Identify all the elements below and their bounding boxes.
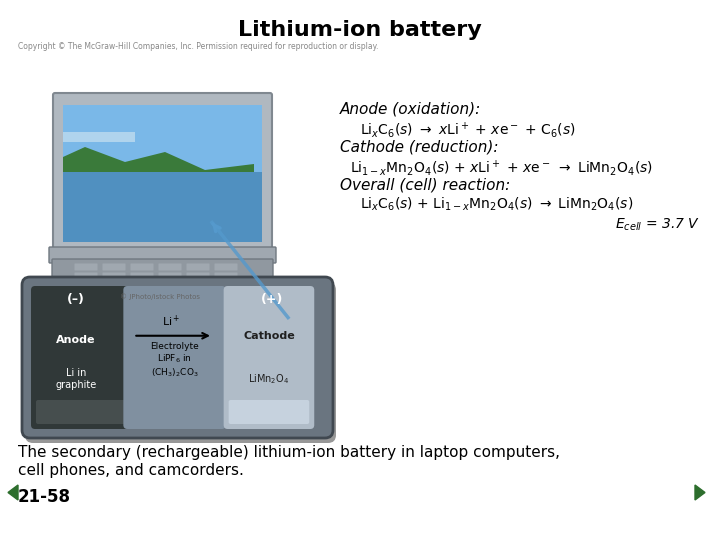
FancyBboxPatch shape — [74, 273, 97, 280]
Polygon shape — [8, 485, 18, 500]
FancyBboxPatch shape — [158, 273, 181, 280]
FancyBboxPatch shape — [102, 264, 125, 271]
FancyBboxPatch shape — [63, 105, 262, 172]
Text: LiMn$_2$O$_4$: LiMn$_2$O$_4$ — [248, 373, 289, 386]
FancyBboxPatch shape — [130, 264, 153, 271]
FancyBboxPatch shape — [158, 264, 181, 271]
FancyBboxPatch shape — [130, 281, 153, 288]
Text: Lithium-ion battery: Lithium-ion battery — [238, 20, 482, 40]
Text: Li$_x$C$_6$($s$) $\rightarrow$ $x$Li$^+$ + $x$e$^-$ + C$_6$($s$): Li$_x$C$_6$($s$) $\rightarrow$ $x$Li$^+$… — [360, 120, 576, 140]
FancyBboxPatch shape — [49, 247, 276, 263]
FancyBboxPatch shape — [36, 400, 125, 424]
Text: Electrolyte
LiPF$_6$ in
(CH$_3$)$_2$CO$_3$: Electrolyte LiPF$_6$ in (CH$_3$)$_2$CO$_… — [150, 342, 199, 379]
FancyBboxPatch shape — [186, 264, 210, 271]
FancyBboxPatch shape — [224, 286, 314, 429]
FancyBboxPatch shape — [44, 289, 281, 301]
FancyBboxPatch shape — [53, 93, 272, 252]
FancyBboxPatch shape — [130, 273, 153, 280]
Text: Li$_{1-x}$Mn$_2$O$_4$($s$) + $x$Li$^+$ + $x$e$^-$ $\rightarrow$ LiMn$_2$O$_4$($s: Li$_{1-x}$Mn$_2$O$_4$($s$) + $x$Li$^+$ +… — [350, 158, 653, 178]
Polygon shape — [63, 132, 135, 142]
FancyBboxPatch shape — [52, 259, 273, 293]
Text: 21-58: 21-58 — [18, 488, 71, 506]
Text: (+): (+) — [261, 293, 283, 306]
FancyBboxPatch shape — [215, 273, 238, 280]
FancyBboxPatch shape — [63, 105, 262, 242]
Text: Cathode: Cathode — [243, 330, 294, 341]
Text: Li$^+$: Li$^+$ — [162, 314, 181, 329]
FancyBboxPatch shape — [123, 286, 226, 429]
FancyBboxPatch shape — [31, 286, 130, 429]
Text: Li in
graphite: Li in graphite — [55, 368, 96, 390]
FancyBboxPatch shape — [186, 273, 210, 280]
Text: $E_{cell}$ = 3.7 V: $E_{cell}$ = 3.7 V — [615, 217, 700, 233]
Text: Anode: Anode — [56, 335, 96, 345]
Text: (–): (–) — [67, 293, 85, 306]
Text: Copyright © The McGraw-Hill Companies, Inc. Permission required for reproduction: Copyright © The McGraw-Hill Companies, I… — [18, 42, 379, 51]
FancyBboxPatch shape — [229, 400, 310, 424]
Text: © JPhoto/istock Photos: © JPhoto/istock Photos — [120, 293, 200, 300]
FancyBboxPatch shape — [186, 281, 210, 288]
FancyBboxPatch shape — [215, 281, 238, 288]
FancyBboxPatch shape — [74, 281, 97, 288]
FancyBboxPatch shape — [74, 264, 97, 271]
Text: Li$_x$C$_6$($s$) + Li$_{1-x}$Mn$_2$O$_4$($s$) $\rightarrow$ LiMn$_2$O$_4$($s$): Li$_x$C$_6$($s$) + Li$_{1-x}$Mn$_2$O$_4$… — [360, 196, 634, 213]
FancyBboxPatch shape — [215, 264, 238, 271]
FancyBboxPatch shape — [25, 282, 336, 443]
FancyBboxPatch shape — [22, 277, 333, 438]
FancyBboxPatch shape — [102, 281, 125, 288]
Text: Cathode (reduction):: Cathode (reduction): — [340, 140, 498, 155]
FancyBboxPatch shape — [158, 281, 181, 288]
Text: The secondary (rechargeable) lithium-ion battery in laptop computers,: The secondary (rechargeable) lithium-ion… — [18, 445, 560, 460]
FancyBboxPatch shape — [102, 273, 125, 280]
Polygon shape — [63, 147, 254, 172]
Text: Overall (cell) reaction:: Overall (cell) reaction: — [340, 178, 510, 193]
Polygon shape — [695, 485, 705, 500]
Text: Anode (oxidation):: Anode (oxidation): — [340, 102, 481, 117]
Text: cell phones, and camcorders.: cell phones, and camcorders. — [18, 463, 244, 478]
